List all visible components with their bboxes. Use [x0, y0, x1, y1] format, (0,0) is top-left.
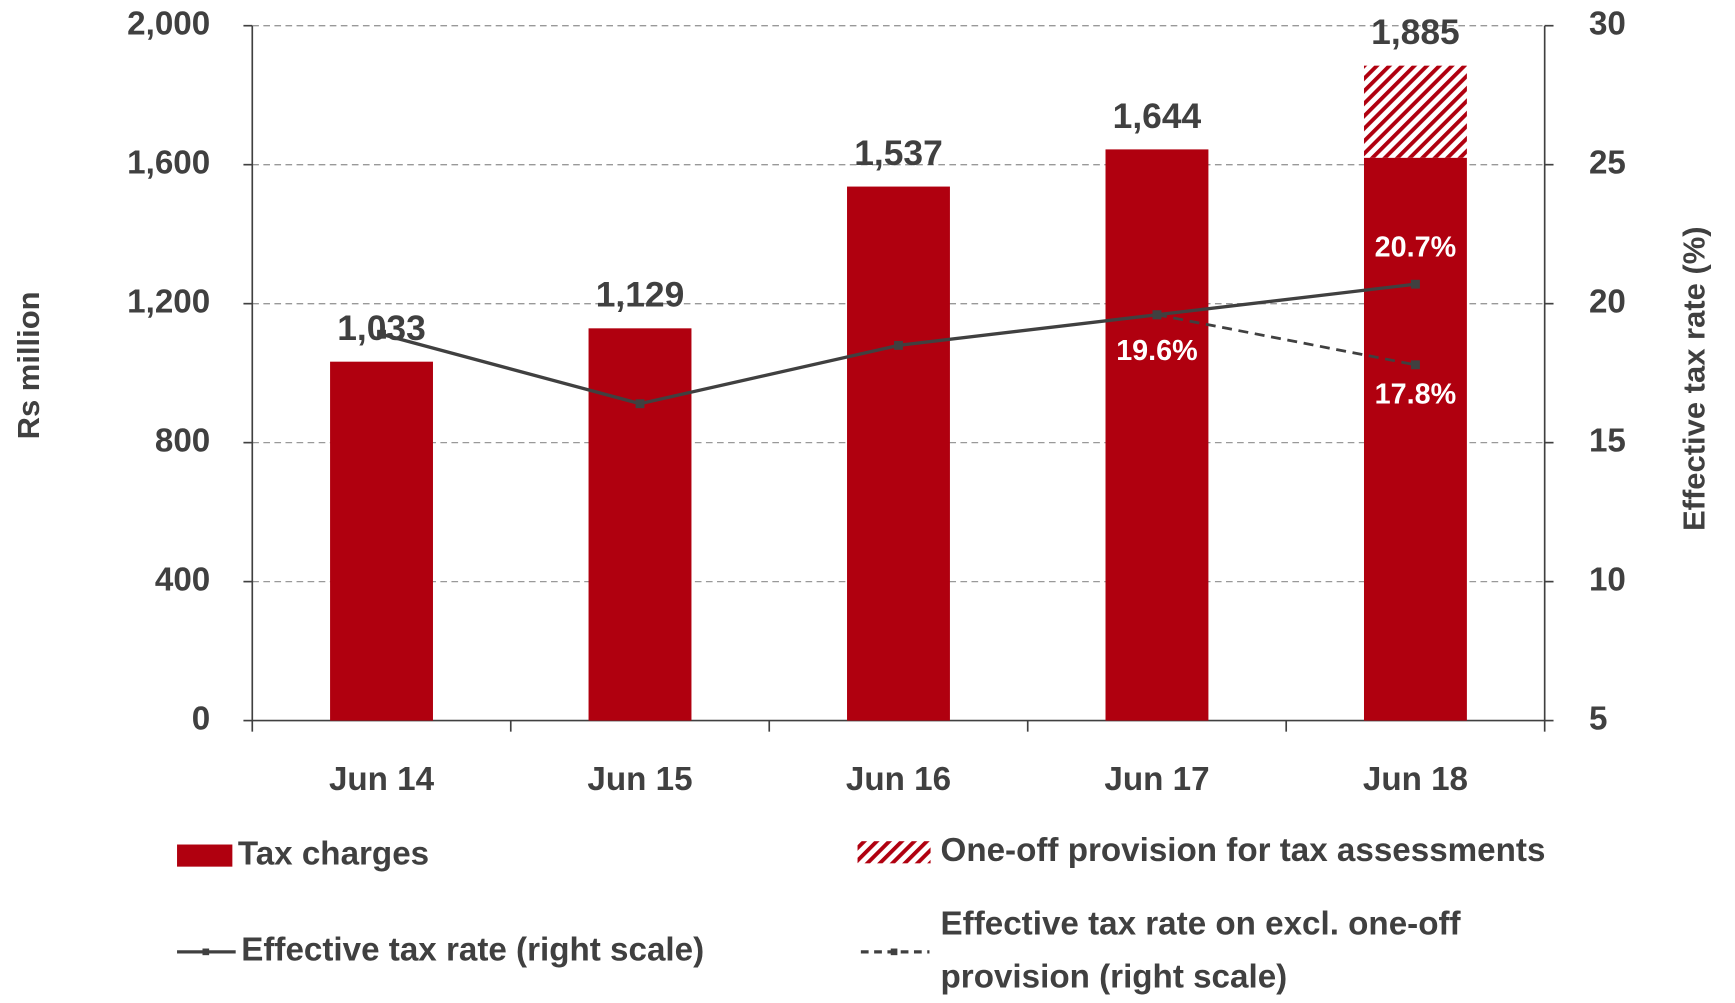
bar [588, 328, 692, 721]
y-tick-label: 0 [192, 700, 210, 737]
marker [1411, 279, 1420, 289]
value-label: 20.7% [1375, 231, 1457, 263]
y-tick-label: 400 [155, 561, 210, 598]
y2-tick-label: 20 [1589, 283, 1626, 320]
y-tick-label: 1,200 [127, 283, 210, 320]
total-label: 1,537 [854, 133, 943, 173]
x-tick-label: Jun 15 [587, 761, 692, 798]
legend-swatch [177, 844, 233, 867]
dashed-line [1156, 313, 1416, 367]
y2-tick-label: 15 [1589, 422, 1626, 459]
legend-marker [890, 948, 898, 956]
value-label: 17.8% [1375, 378, 1457, 410]
x-tick-label: Jun 14 [329, 761, 435, 798]
legend-label: Tax charges [238, 835, 429, 872]
marker [377, 329, 386, 339]
y2-tick-label: 10 [1589, 561, 1626, 598]
y2-tick-label: 25 [1589, 144, 1626, 181]
marker [1152, 310, 1162, 320]
legend-marker [202, 948, 210, 956]
x-tick-label: Jun 16 [846, 761, 951, 798]
marker [1411, 360, 1420, 370]
y-axis-label: Rs million [11, 291, 46, 439]
legend-label: Effective tax rate (right scale) [241, 932, 704, 969]
x-tick-label: Jun 18 [1363, 761, 1468, 798]
marker [635, 399, 645, 409]
value-label: 19.6% [1116, 335, 1198, 367]
bar [330, 361, 433, 721]
x-tick-label: Jun 17 [1104, 761, 1209, 798]
hatched-bar [1363, 65, 1467, 158]
legend-label: Effective tax rate on excl. one-off provi… [941, 905, 1462, 995]
bar [847, 186, 950, 721]
y2-tick-label: 5 [1589, 700, 1607, 737]
legend-label: One-off provision for tax assessments [941, 832, 1546, 869]
y2-tick-label: 30 [1589, 5, 1626, 42]
bar [1363, 157, 1467, 721]
y-tick-label: 800 [155, 422, 210, 459]
legend-swatch [857, 841, 931, 864]
total-label: 1,129 [596, 275, 685, 315]
y-tick-label: 1,600 [127, 144, 210, 181]
y2-axis-label: Effective tax rate (%) [1676, 226, 1711, 531]
bar [1105, 149, 1209, 721]
marker [894, 340, 903, 350]
total-label: 1,033 [337, 308, 426, 348]
total-label: 1,644 [1113, 96, 1202, 136]
y-tick-label: 2,000 [127, 5, 210, 42]
total-label: 1,885 [1371, 12, 1460, 52]
